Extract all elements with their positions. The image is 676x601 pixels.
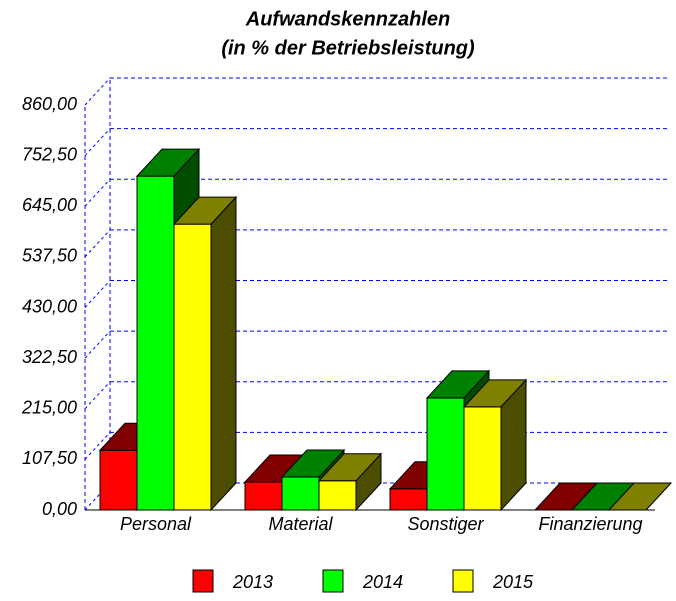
y-tick-label: 537,50 [22,246,77,266]
tick-mark [84,77,111,106]
tick-mark [84,432,111,460]
bar-front [136,175,175,511]
legend-swatch [322,569,344,593]
tick-mark [84,280,111,308]
bar-side [210,195,237,512]
y-tick-label: 430,00 [22,296,77,316]
x-tick-label: Material [268,514,333,534]
legend-label: 2015 [492,572,534,592]
bar-top [425,370,491,399]
bar [317,452,383,512]
bar-top [172,196,238,225]
bar-front [389,488,428,511]
legend-label: 2014 [362,572,403,592]
y-tick-label: 752,50 [22,144,77,164]
y-tick-label: 215,00 [21,398,77,418]
bar-top [135,148,201,177]
chart-subtitle: (in % der Betriebsleistung) [221,37,475,59]
y-tick-label: 645,00 [22,195,77,215]
x-tick-label: Finanzierung [538,514,642,534]
bar [462,378,528,512]
x-tick-label: Sonstiger [407,514,484,534]
legend-label: 2013 [232,572,273,592]
tick-mark [84,229,111,258]
bar-front [281,476,320,511]
bar-top [280,449,346,478]
tick-mark [84,330,111,359]
tick-mark [84,128,111,156]
bar-front [173,223,212,511]
y-tick-label: 860,00 [22,94,77,114]
y-tick-label: 0,00 [42,499,77,519]
bar [607,482,673,511]
bar-top [462,379,528,408]
bar-front [244,481,283,511]
y-tick-label: 322,50 [22,347,77,367]
chart-title: Aufwandskennzahlen [245,8,450,30]
tick-mark [84,178,111,207]
bar-top [607,482,673,511]
bar-front [99,449,138,511]
bar-top [317,453,383,482]
y-tick-label: 107,50 [22,448,77,468]
legend-swatch [192,569,214,593]
bar [172,195,238,512]
legend-swatch [452,569,474,593]
tick-mark [84,381,111,410]
bar-front [426,397,465,511]
bar-front [318,480,357,511]
bar-front [463,406,502,511]
x-tick-label: Personal [120,514,192,534]
